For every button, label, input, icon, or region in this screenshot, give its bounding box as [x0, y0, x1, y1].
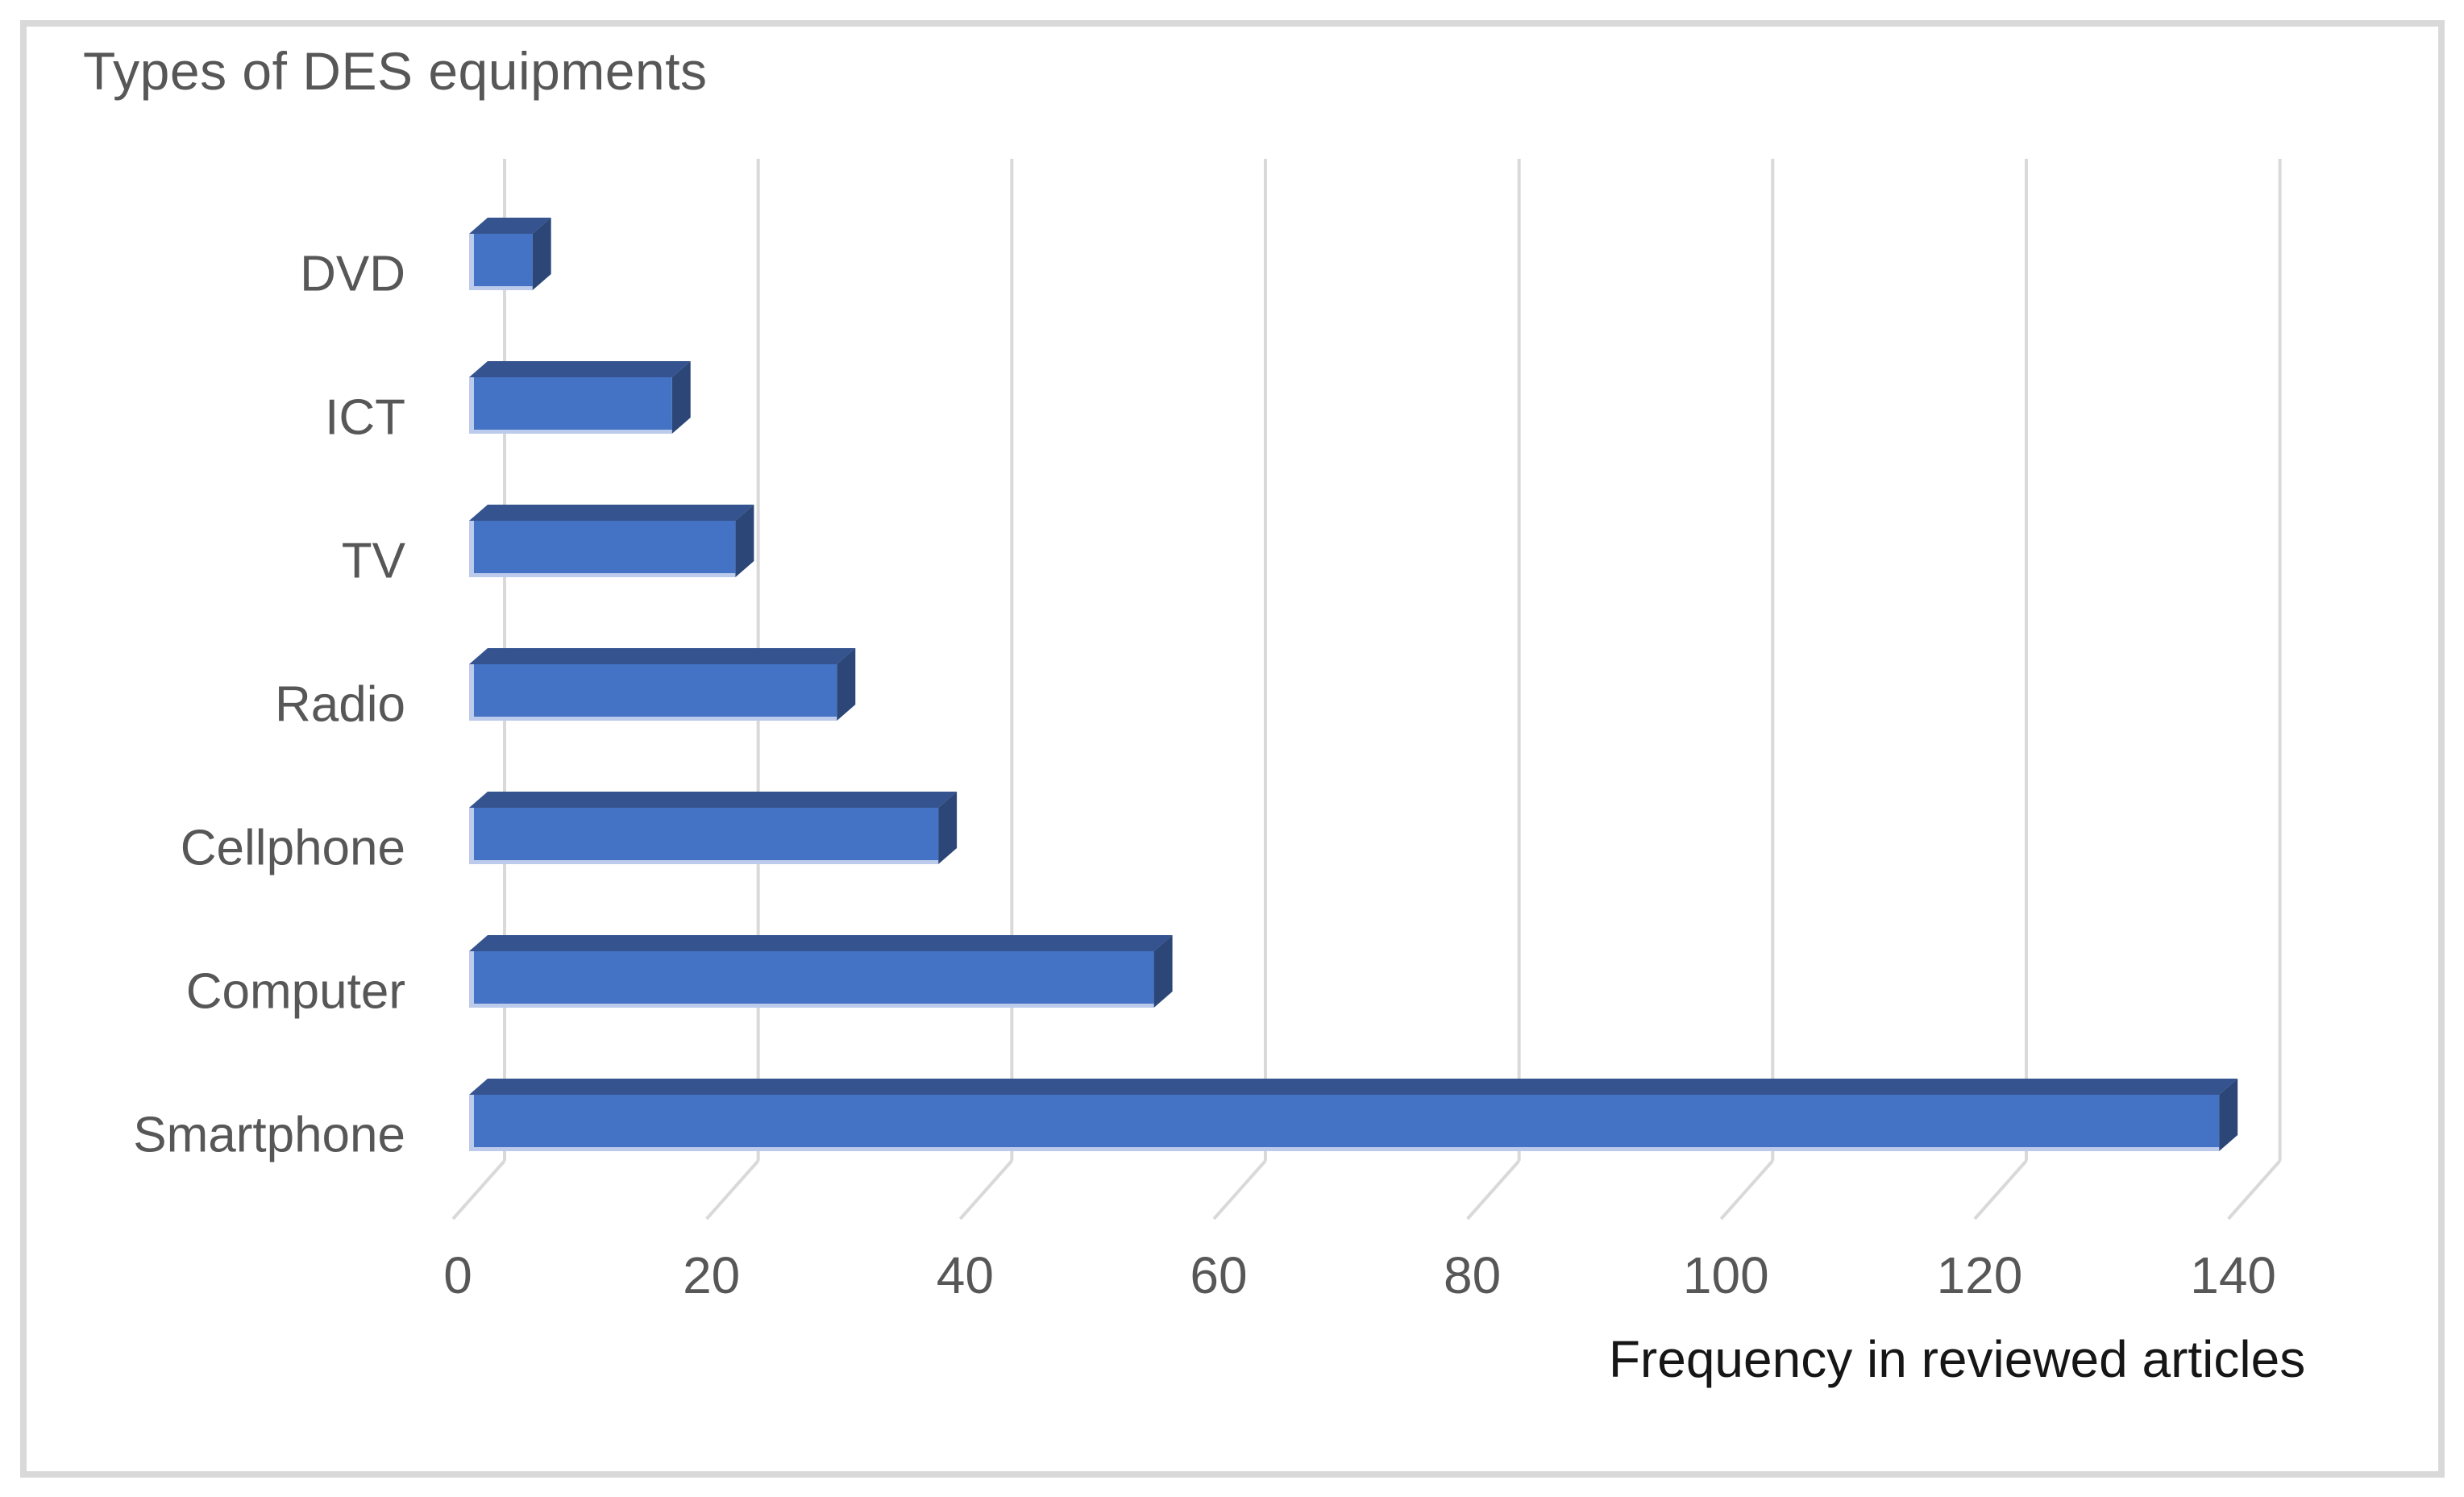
- bar-front-face: [469, 1095, 2220, 1151]
- bar-left-highlight: [469, 808, 474, 864]
- gridline: [1212, 1159, 1267, 1220]
- x-tick-label: 60: [1190, 1246, 1248, 1304]
- bar-computer: [469, 935, 1173, 1008]
- x-tick-label: 140: [2190, 1246, 2276, 1304]
- gridline: [705, 1159, 760, 1220]
- x-tick-label: 40: [936, 1246, 994, 1304]
- bar-radio: [469, 648, 856, 721]
- bar-bottom-highlight: [469, 860, 939, 864]
- bar-side-face: [735, 505, 754, 577]
- bar-top-face: [469, 1079, 2238, 1095]
- bar-side-face: [1153, 935, 1173, 1008]
- bar-side-face: [938, 792, 958, 864]
- bar-left-highlight: [469, 234, 474, 290]
- x-tick-label: 120: [1936, 1246, 2023, 1304]
- bar-top-face: [469, 648, 856, 664]
- gridline: [2227, 1159, 2282, 1220]
- bar-left-highlight: [469, 521, 474, 577]
- bar-front-face: [469, 808, 939, 864]
- x-tick-label: 0: [443, 1246, 472, 1304]
- bar-side-face: [837, 648, 856, 721]
- category-label-ict: ICT: [325, 389, 405, 446]
- gridline: [1973, 1159, 2028, 1220]
- bar-front-face: [469, 521, 736, 577]
- gridline: [1466, 1159, 1521, 1220]
- bar-bottom-highlight: [469, 1147, 2220, 1151]
- chart-title: Types of DES equipments: [83, 41, 708, 101]
- bar-left-highlight: [469, 1095, 474, 1151]
- chart-border: [20, 20, 2445, 1478]
- bar-front-face: [469, 234, 533, 290]
- bar-bottom-highlight: [469, 1004, 1154, 1008]
- bar-left-highlight: [469, 951, 474, 1008]
- category-label-cellphone: Cellphone: [180, 820, 405, 876]
- category-label-dvd: DVD: [300, 246, 405, 302]
- bar-cellphone: [469, 792, 958, 864]
- bar-left-highlight: [469, 664, 474, 721]
- x-axis-title: Frequency in reviewed articles: [1608, 1330, 2306, 1388]
- bar-ict: [469, 361, 691, 434]
- bar-side-face: [671, 361, 691, 434]
- bar-bottom-highlight: [469, 430, 672, 434]
- gridline: [958, 1159, 1013, 1220]
- bar-top-face: [469, 218, 551, 234]
- bar-front-face: [469, 664, 837, 721]
- bar-top-face: [469, 935, 1173, 951]
- bar-side-face: [2219, 1079, 2238, 1151]
- category-label-radio: Radio: [275, 676, 405, 733]
- bar-tv: [469, 505, 754, 577]
- bar-side-face: [532, 218, 551, 290]
- bar-top-face: [469, 505, 754, 521]
- x-tick-label: 80: [1444, 1246, 1502, 1304]
- bar-bottom-highlight: [469, 286, 533, 290]
- category-label-smartphone: Smartphone: [133, 1107, 405, 1163]
- gridline: [1719, 1159, 1774, 1220]
- bar-top-face: [469, 792, 958, 808]
- x-tick-label: 20: [683, 1246, 741, 1304]
- bar-bottom-highlight: [469, 573, 736, 577]
- gridline: [451, 1159, 506, 1220]
- bar-dvd: [469, 218, 551, 290]
- bar-left-highlight: [469, 377, 474, 434]
- category-label-tv: TV: [341, 533, 405, 589]
- bar-front-face: [469, 951, 1154, 1008]
- bar-smartphone: [469, 1079, 2238, 1151]
- bar-top-face: [469, 361, 691, 377]
- bar-bottom-highlight: [469, 717, 837, 721]
- x-tick-label: 100: [1682, 1246, 1769, 1304]
- bar-front-face: [469, 377, 672, 434]
- category-label-computer: Computer: [185, 963, 405, 1020]
